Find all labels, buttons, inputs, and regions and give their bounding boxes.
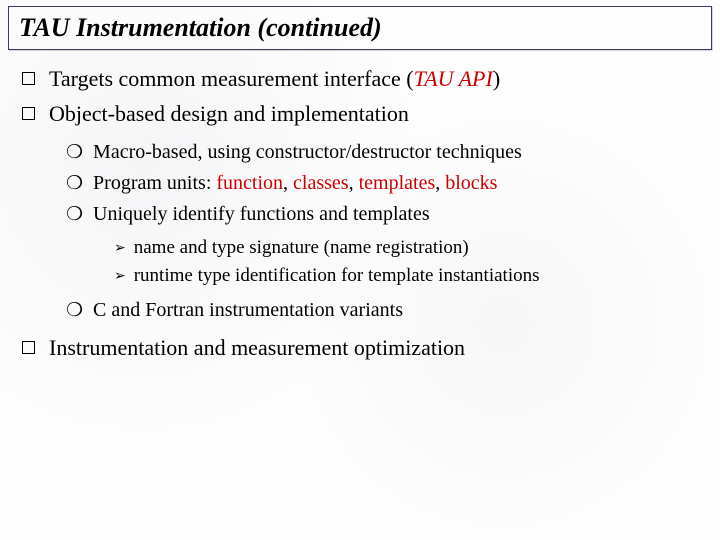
title-box: TAU Instrumentation (continued) bbox=[8, 6, 712, 50]
slide-title: TAU Instrumentation (continued) bbox=[19, 13, 382, 43]
emphasis-text: function bbox=[216, 172, 283, 194]
text-fragment: , bbox=[283, 172, 293, 194]
text-fragment: , bbox=[349, 172, 359, 194]
emphasis-text: templates bbox=[359, 172, 436, 194]
bullet-lvl1: Targets common measurement interface (TA… bbox=[22, 64, 698, 95]
bullet-lvl3: ➢ name and type signature (name registra… bbox=[114, 235, 698, 262]
content-area: Targets common measurement interface (TA… bbox=[22, 64, 698, 368]
square-bullet-icon bbox=[22, 107, 35, 120]
bullet-text: C and Fortran instrumentation variants bbox=[93, 296, 403, 325]
bullet-text: Uniquely identify functions and template… bbox=[93, 200, 430, 229]
emphasis-text: classes bbox=[293, 172, 349, 194]
emphasis-text: blocks bbox=[445, 172, 497, 194]
square-bullet-icon bbox=[22, 341, 35, 354]
bullet-lvl1: Instrumentation and measurement optimiza… bbox=[22, 333, 698, 364]
emphasis-text: TAU API bbox=[414, 66, 493, 91]
bullet-lvl2: ❍ Macro-based, using constructor/destruc… bbox=[66, 138, 698, 167]
bullet-lvl2: ❍ C and Fortran instrumentation variants bbox=[66, 296, 698, 325]
arrow-bullet-icon: ➢ bbox=[114, 239, 126, 259]
text-fragment: , bbox=[435, 172, 445, 194]
text-fragment: ) bbox=[493, 66, 500, 91]
bullet-text: runtime type identification for template… bbox=[134, 263, 540, 290]
bullet-text: Targets common measurement interface (TA… bbox=[49, 64, 500, 95]
bullet-text: Program units: function, classes, templa… bbox=[93, 169, 497, 198]
square-bullet-icon bbox=[22, 72, 35, 85]
bullet-lvl2: ❍ Uniquely identify functions and templa… bbox=[66, 200, 698, 229]
bullet-text: Instrumentation and measurement optimiza… bbox=[49, 333, 465, 364]
circle-bullet-icon: ❍ bbox=[66, 170, 83, 198]
bullet-lvl2: ❍ Program units: function, classes, temp… bbox=[66, 169, 698, 198]
text-fragment: Program units: bbox=[93, 172, 216, 194]
circle-bullet-icon: ❍ bbox=[66, 297, 83, 325]
bullet-lvl3: ➢ runtime type identification for templa… bbox=[114, 263, 698, 290]
bullet-text: name and type signature (name registrati… bbox=[134, 235, 469, 262]
circle-bullet-icon: ❍ bbox=[66, 201, 83, 229]
circle-bullet-icon: ❍ bbox=[66, 139, 83, 167]
bullet-text: Macro-based, using constructor/destructo… bbox=[93, 138, 522, 167]
slide: TAU Instrumentation (continued) Targets … bbox=[0, 0, 720, 540]
arrow-bullet-icon: ➢ bbox=[114, 267, 126, 287]
bullet-text: Object-based design and implementation bbox=[49, 99, 409, 130]
text-fragment: Targets common measurement interface ( bbox=[49, 66, 414, 91]
bullet-lvl1: Object-based design and implementation bbox=[22, 99, 698, 130]
